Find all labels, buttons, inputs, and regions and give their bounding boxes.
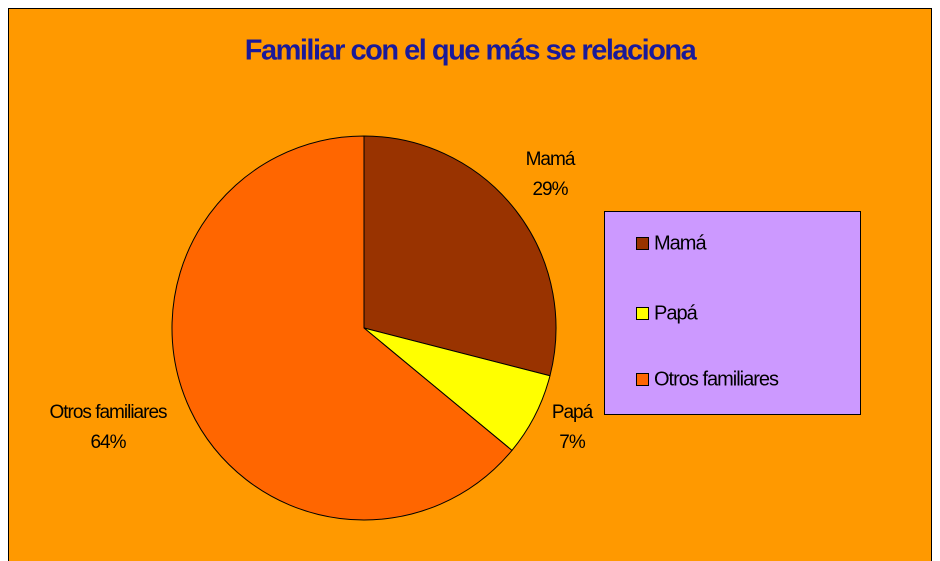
legend-label: Otros familiares <box>654 368 779 390</box>
pie-slice <box>171 135 513 521</box>
data-label-name: Otros familiares <box>49 402 167 423</box>
data-label-name: Mamá <box>526 149 576 170</box>
data-label-value: 64% <box>90 432 126 453</box>
legend-label: Mamá <box>654 232 707 254</box>
legend-swatch <box>636 237 649 250</box>
chart-title: Familiar con el que más se relaciona <box>245 35 698 67</box>
pie-slice <box>363 135 557 377</box>
legend-label: Papá <box>654 302 699 324</box>
legend-swatch <box>636 373 649 386</box>
data-label-name: Papá <box>552 402 594 423</box>
data-label-value: 29% <box>532 179 568 200</box>
data-label-value: 7% <box>559 432 586 453</box>
legend-swatch <box>636 307 649 320</box>
